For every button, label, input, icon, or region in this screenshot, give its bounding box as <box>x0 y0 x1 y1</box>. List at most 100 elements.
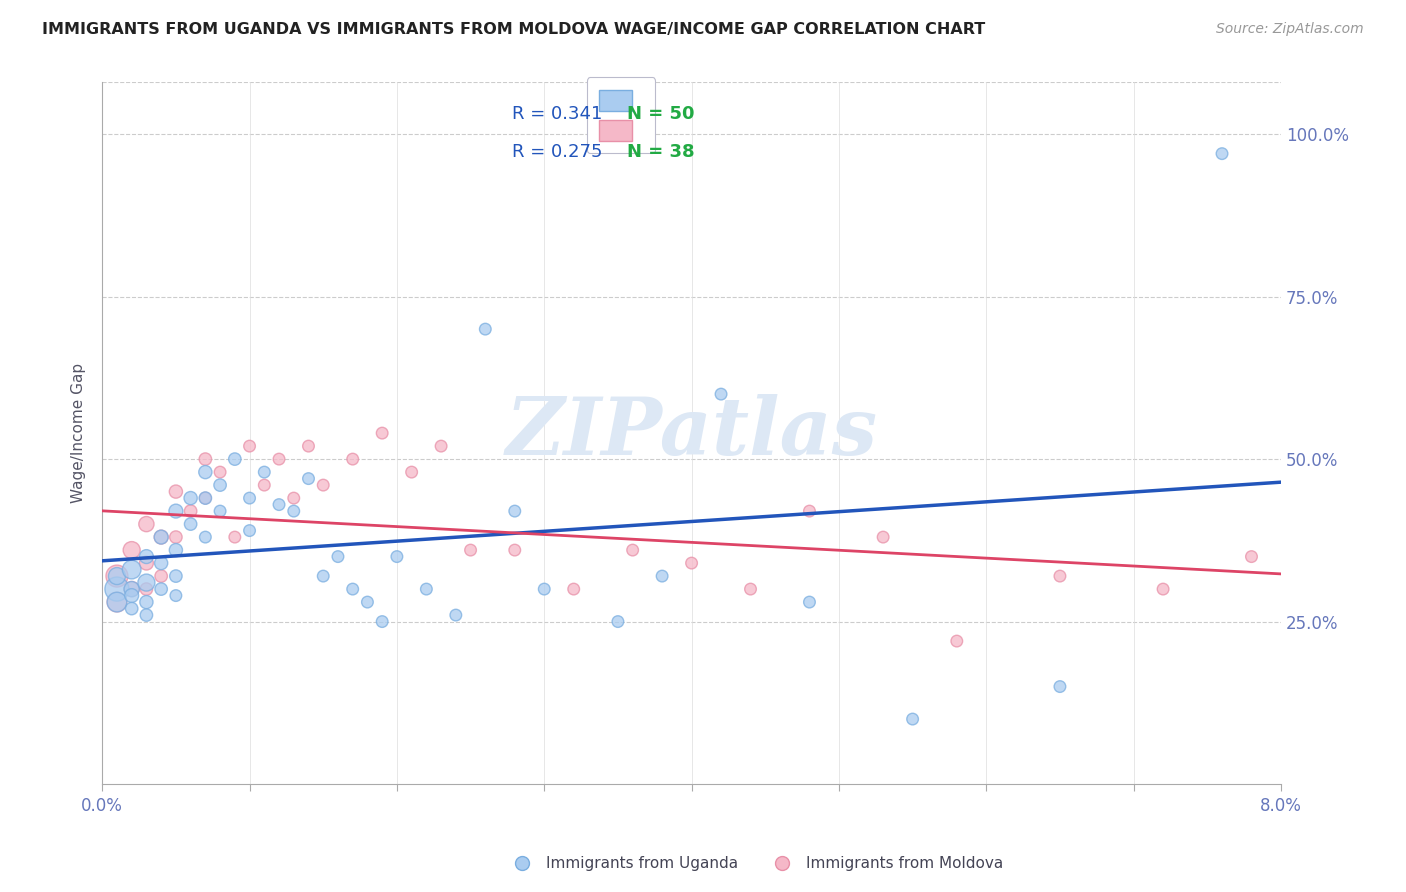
Point <box>1240 549 1263 564</box>
Point <box>297 439 319 453</box>
Point <box>105 595 128 609</box>
Point <box>444 608 467 623</box>
Point <box>533 582 555 596</box>
Legend: , : , <box>586 77 655 153</box>
Point <box>135 608 157 623</box>
Point <box>460 543 482 558</box>
Point <box>283 504 305 518</box>
Point <box>194 465 217 479</box>
Point <box>150 582 173 596</box>
Point <box>121 601 143 615</box>
Point <box>165 530 187 544</box>
Point <box>135 517 157 532</box>
Point <box>135 556 157 570</box>
Point <box>946 634 969 648</box>
Point <box>253 478 276 492</box>
Point <box>105 569 128 583</box>
Point <box>165 484 187 499</box>
Point <box>165 569 187 583</box>
Point <box>105 595 128 609</box>
Point <box>209 504 232 518</box>
Point <box>326 549 349 564</box>
Point <box>238 524 260 538</box>
Point <box>1152 582 1174 596</box>
Point <box>209 465 232 479</box>
Point <box>606 615 628 629</box>
Point <box>503 504 526 518</box>
Point <box>180 504 202 518</box>
Point <box>267 498 290 512</box>
Y-axis label: Wage/Income Gap: Wage/Income Gap <box>72 363 86 503</box>
Point <box>901 712 924 726</box>
Point <box>385 549 408 564</box>
Point <box>135 575 157 590</box>
Point <box>562 582 585 596</box>
Point <box>651 569 673 583</box>
Point <box>180 517 202 532</box>
Point <box>371 615 394 629</box>
Point <box>135 549 157 564</box>
Point <box>342 452 364 467</box>
Point <box>283 491 305 505</box>
Point <box>238 491 260 505</box>
Point <box>253 465 276 479</box>
Point <box>180 491 202 505</box>
Point <box>165 589 187 603</box>
Point <box>194 491 217 505</box>
Point <box>1049 680 1071 694</box>
Text: Source: ZipAtlas.com: Source: ZipAtlas.com <box>1216 22 1364 37</box>
Point <box>165 504 187 518</box>
Point <box>312 478 335 492</box>
Point <box>121 589 143 603</box>
Point <box>503 543 526 558</box>
Point <box>799 595 821 609</box>
Point <box>150 530 173 544</box>
Point <box>510 855 533 870</box>
Point <box>224 452 246 467</box>
Text: Immigrants from Uganda: Immigrants from Uganda <box>546 856 738 871</box>
Point <box>740 582 762 596</box>
Point <box>224 530 246 544</box>
Point <box>165 543 187 558</box>
Point <box>872 530 894 544</box>
Point <box>356 595 378 609</box>
Point <box>121 582 143 596</box>
Point <box>681 556 703 570</box>
Point <box>371 426 394 441</box>
Point <box>1049 569 1071 583</box>
Point <box>342 582 364 596</box>
Point <box>121 582 143 596</box>
Point <box>430 439 453 453</box>
Point <box>135 595 157 609</box>
Text: R = 0.341: R = 0.341 <box>512 104 603 123</box>
Point <box>799 504 821 518</box>
Point <box>150 530 173 544</box>
Text: Immigrants from Moldova: Immigrants from Moldova <box>806 856 1002 871</box>
Point <box>105 569 128 583</box>
Point <box>1211 146 1233 161</box>
Point <box>194 452 217 467</box>
Point <box>710 387 733 401</box>
Point <box>621 543 644 558</box>
Text: R = 0.275: R = 0.275 <box>512 144 603 161</box>
Point <box>135 582 157 596</box>
Point <box>209 478 232 492</box>
Point <box>474 322 496 336</box>
Point <box>770 855 793 870</box>
Point <box>194 530 217 544</box>
Point <box>312 569 335 583</box>
Text: N = 38: N = 38 <box>627 144 695 161</box>
Point <box>194 491 217 505</box>
Point <box>121 543 143 558</box>
Point <box>150 569 173 583</box>
Text: N = 50: N = 50 <box>627 104 695 123</box>
Point <box>267 452 290 467</box>
Point <box>415 582 437 596</box>
Point <box>297 472 319 486</box>
Text: ZIPatlas: ZIPatlas <box>506 394 877 472</box>
Point <box>150 556 173 570</box>
Point <box>401 465 423 479</box>
Point <box>105 582 128 596</box>
Point <box>121 563 143 577</box>
Point <box>238 439 260 453</box>
